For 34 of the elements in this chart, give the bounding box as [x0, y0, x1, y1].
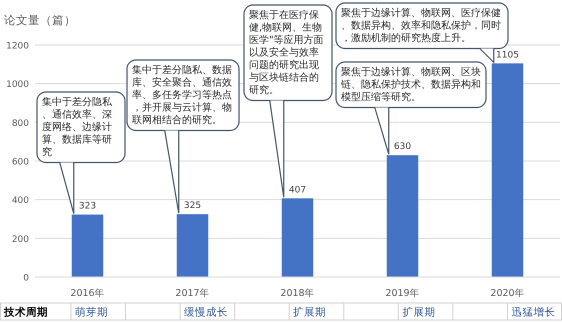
annotation: 聚焦于边缘计算、物联网、医疗保健、数据异构、效率和隐私保护，同时，激励机制的研究热度上升。 [341, 7, 501, 44]
bar [176, 214, 208, 277]
annotation: 聚焦于在医疗保健,物联网、生物医学"等应用方面以及安全与效率问题的研究出现与区块链结合的研究。 [249, 9, 324, 96]
y-axis-title: 论文量（篇） [4, 13, 76, 27]
y-tick-label: 1200 [6, 42, 30, 52]
y-tick-label: 800 [12, 118, 30, 129]
text: 扩展期 [402, 306, 436, 318]
y-tick-label: 600 [12, 158, 30, 168]
x-tick-label: 2016年 [70, 287, 105, 299]
text: 萌芽期 [75, 306, 108, 318]
data-label: 407 [288, 185, 306, 196]
y-tick-label: 1000 [6, 80, 30, 90]
x-tick-label: 2020年 [490, 287, 525, 299]
x-tick-label: 2018年 [280, 287, 315, 299]
bar [492, 63, 524, 277]
text: 扩展期 [293, 306, 326, 318]
bar [386, 155, 418, 277]
data-label: 630 [394, 142, 412, 152]
text: 迅猛增长 [511, 306, 556, 318]
y-tick-label: 0 [23, 274, 30, 284]
bar [72, 214, 104, 277]
y-tick-label: 400 [12, 196, 30, 206]
data-label: 323 [78, 202, 96, 212]
data-label: 1105 [496, 50, 519, 60]
annotation: 聚焦于边缘计算、物联网、区块链、隐私保护技术、数据异构和模型压缩等研究。 [340, 66, 481, 103]
y-tick-label: 200 [12, 234, 30, 245]
x-tick-label: 2019年 [385, 287, 420, 299]
bar [282, 198, 314, 277]
annotation: 集中于差分隐私、通信效率、深度网络、边缘计算、数据库等研究 [42, 96, 113, 158]
data-label: 325 [184, 201, 202, 212]
x-tick-label: 2017年 [175, 287, 210, 299]
text: 缓慢成长 [184, 306, 228, 318]
annotation: 集中于差分隐私、数据库、安全聚合、通信效率、多任务学习等热点，并开展与云计算、物联网相结合的研究。 [132, 64, 232, 126]
text: 技术周期 [3, 306, 48, 318]
